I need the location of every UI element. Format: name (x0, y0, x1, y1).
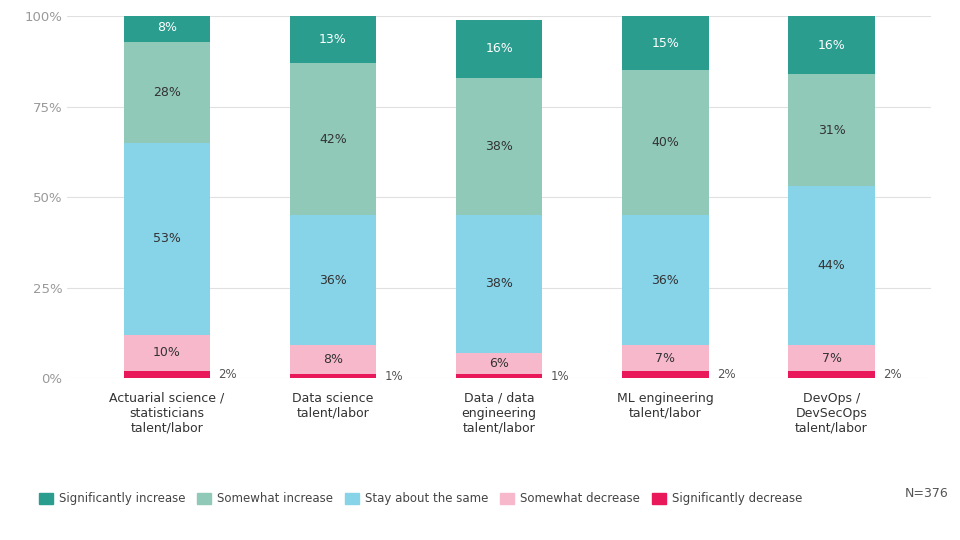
Bar (456, 353, 542, 374)
Text: 36%: 36% (652, 274, 680, 287)
Bar (290, 63, 376, 215)
Text: 31%: 31% (818, 124, 846, 137)
Text: 16%: 16% (486, 42, 513, 55)
Text: 15%: 15% (652, 37, 680, 50)
Bar (622, 346, 708, 371)
Text: 10%: 10% (153, 346, 180, 359)
Bar (124, 12, 210, 42)
Bar (124, 42, 210, 143)
Bar (456, 374, 542, 378)
Bar (456, 78, 542, 215)
Bar (622, 371, 708, 378)
Text: 40%: 40% (652, 136, 680, 150)
Bar (290, 346, 376, 374)
Bar (290, 16, 376, 63)
Text: 53%: 53% (153, 232, 180, 245)
Text: 2%: 2% (883, 368, 901, 381)
Bar (622, 16, 708, 71)
Text: 42%: 42% (319, 133, 347, 146)
Text: 36%: 36% (319, 274, 347, 287)
Text: N=376: N=376 (904, 487, 948, 500)
Text: 38%: 38% (485, 278, 514, 291)
Bar (456, 215, 542, 353)
Text: 7%: 7% (656, 352, 675, 365)
Text: 44%: 44% (818, 259, 846, 272)
Text: 28%: 28% (153, 86, 180, 99)
Bar (290, 374, 376, 378)
Bar (788, 186, 875, 346)
Text: 7%: 7% (822, 352, 842, 365)
Text: 1%: 1% (551, 370, 569, 383)
Text: 6%: 6% (490, 357, 509, 370)
Bar (788, 371, 875, 378)
Text: 2%: 2% (717, 368, 735, 381)
Bar (622, 215, 708, 346)
Bar (788, 74, 875, 186)
Bar (456, 20, 542, 78)
Text: 38%: 38% (485, 140, 514, 153)
Bar (290, 215, 376, 346)
Bar (124, 143, 210, 335)
Text: 8%: 8% (156, 21, 177, 33)
Bar (124, 335, 210, 371)
Bar (788, 346, 875, 371)
Bar (124, 371, 210, 378)
Legend: Significantly increase, Somewhat increase, Stay about the same, Somewhat decreas: Significantly increase, Somewhat increas… (38, 492, 803, 505)
Text: 16%: 16% (818, 39, 846, 52)
Text: 13%: 13% (319, 33, 347, 46)
Text: 2%: 2% (219, 368, 237, 381)
Bar (788, 16, 875, 74)
Text: 1%: 1% (385, 370, 403, 383)
Bar (622, 71, 708, 215)
Text: 8%: 8% (324, 353, 343, 367)
